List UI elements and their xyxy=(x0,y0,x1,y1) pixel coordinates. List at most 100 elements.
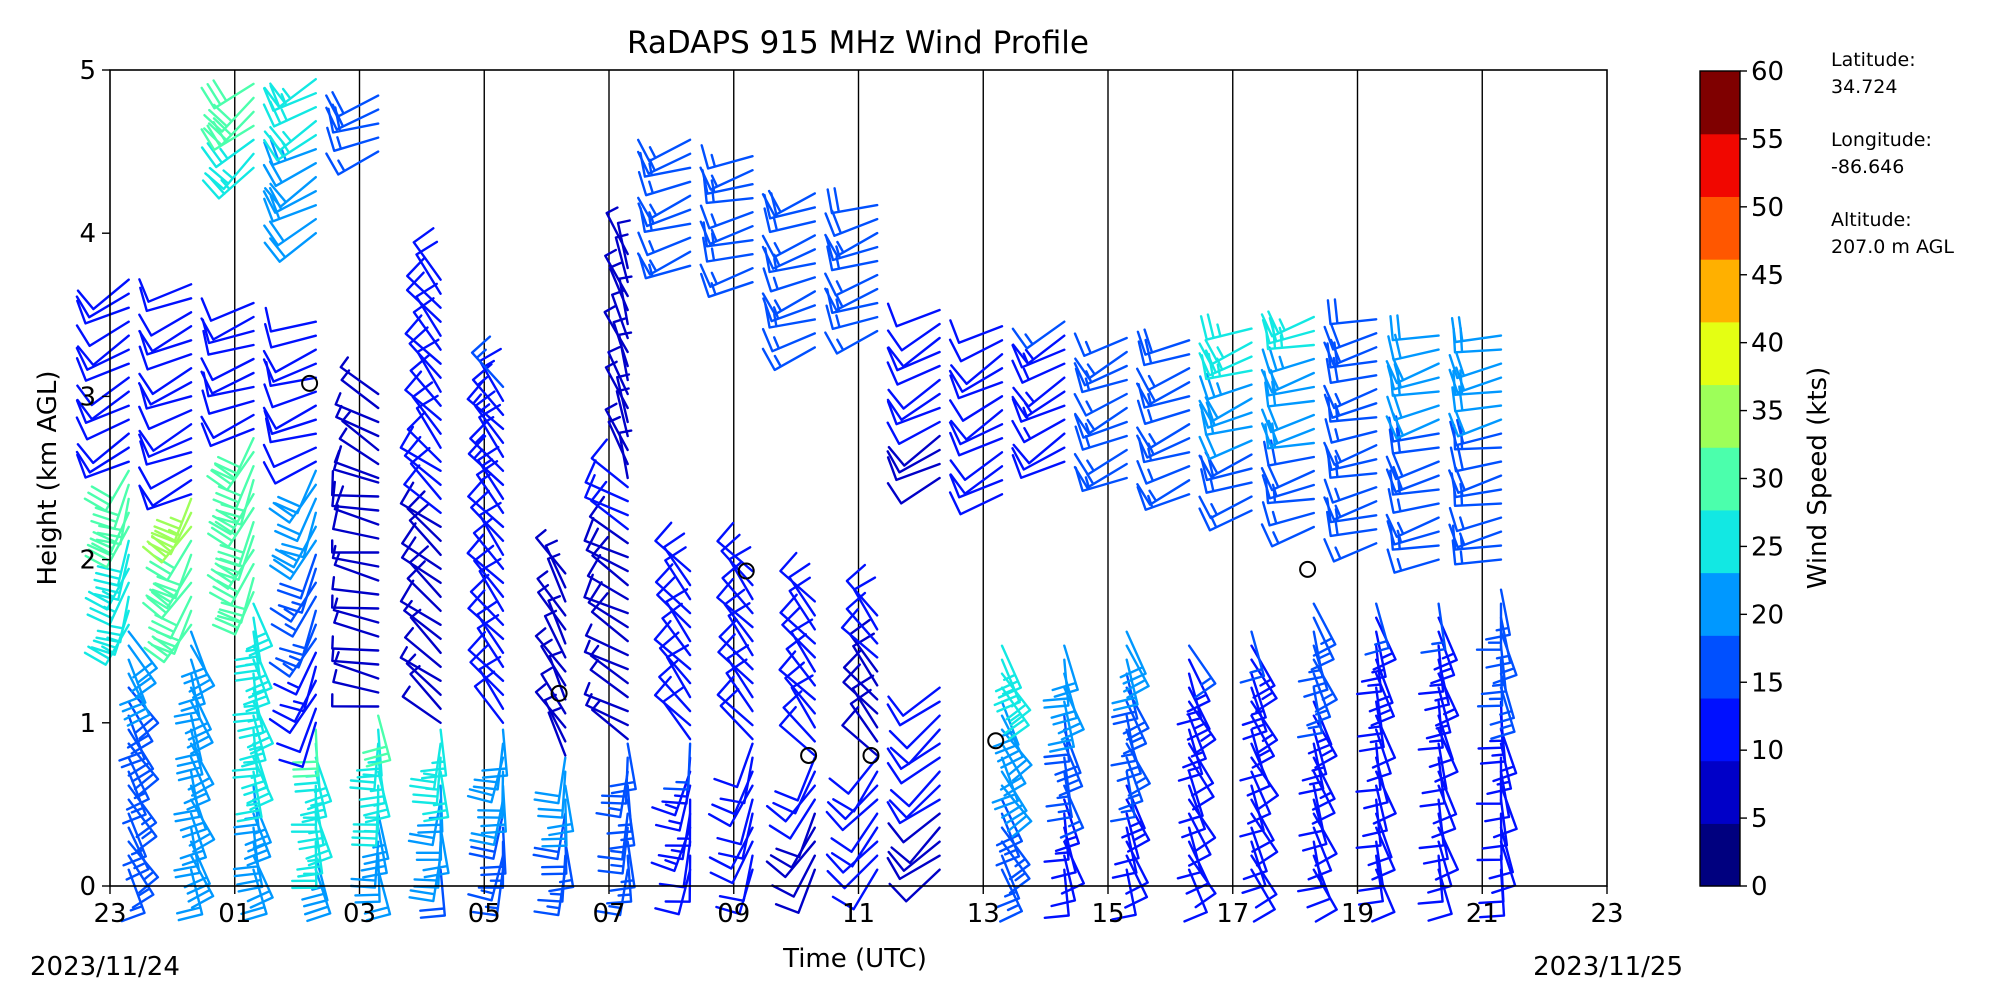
wind-barb xyxy=(332,597,380,624)
wind-barb xyxy=(774,756,816,802)
wind-barb xyxy=(274,469,317,515)
wind-barb xyxy=(584,474,629,517)
wind-barb xyxy=(399,646,442,682)
wind-barb xyxy=(1011,418,1066,444)
wind-barb xyxy=(145,539,193,582)
wind-barb xyxy=(637,231,692,257)
wind-barb xyxy=(725,658,754,713)
wind-barb xyxy=(585,527,629,573)
wind-barb xyxy=(1260,310,1315,338)
wind-barb xyxy=(699,204,754,230)
wind-barb xyxy=(1448,506,1503,533)
colorbar-tick-label: 30 xyxy=(1751,465,1784,495)
wind-barb xyxy=(263,134,317,162)
wind-barb xyxy=(1386,548,1440,574)
wind-barb xyxy=(338,427,380,466)
wind-barb xyxy=(1000,728,1033,782)
wind-barb xyxy=(534,627,567,673)
wind-barb xyxy=(331,693,380,708)
wind-barb xyxy=(470,335,505,388)
wind-barb xyxy=(700,144,754,170)
wind-barb xyxy=(138,381,193,406)
altitude-label: Altitude: xyxy=(1831,209,1912,231)
colorbar-swatch xyxy=(1700,384,1740,448)
wind-barb xyxy=(699,220,754,246)
wind-barb xyxy=(771,854,816,898)
wind-barb xyxy=(826,784,879,821)
y-tick-label: 0 xyxy=(79,872,96,902)
wind-barb xyxy=(583,639,629,671)
wind-barb xyxy=(1111,658,1139,712)
wind-barb xyxy=(1118,756,1144,811)
wind-barb xyxy=(1485,616,1512,669)
wind-barb xyxy=(584,459,629,503)
wind-barb xyxy=(590,480,629,531)
wind-barb xyxy=(204,152,255,191)
wind-barb xyxy=(399,579,442,626)
x-tick-label: 05 xyxy=(468,899,501,929)
wind-barb xyxy=(269,581,317,623)
wind-barb xyxy=(262,460,317,485)
wind-barb xyxy=(300,770,328,824)
wind-barb xyxy=(1011,320,1066,350)
colorbar-tick-label: 40 xyxy=(1751,329,1784,359)
x-tick-label: 09 xyxy=(717,899,750,929)
wind-barb xyxy=(1136,328,1191,356)
colorbar-swatch xyxy=(1700,635,1740,699)
wind-barb xyxy=(716,521,754,573)
wind-barb xyxy=(950,353,1004,385)
wind-barb xyxy=(90,483,130,530)
wind-barb xyxy=(138,325,193,353)
wind-barb xyxy=(886,700,941,727)
wind-barb xyxy=(305,812,333,867)
wind-barb xyxy=(779,551,816,603)
wind-barb xyxy=(209,563,255,606)
x-axis: 23 01 03 05 07 09 11 13 15 17 19 21 23 xyxy=(93,886,1624,929)
wind-barb xyxy=(150,609,193,655)
x-tick-label: 07 xyxy=(592,899,625,929)
wind-barb xyxy=(1451,539,1503,566)
wind-barb xyxy=(207,507,255,548)
wind-barb xyxy=(263,383,317,409)
wind-barb xyxy=(301,854,329,908)
wind-barb xyxy=(1448,523,1503,549)
wind-barb xyxy=(1250,714,1275,769)
wind-barb xyxy=(1000,686,1030,741)
wind-barb xyxy=(1310,616,1335,671)
wind-barb xyxy=(995,812,1021,867)
wind-barb xyxy=(290,784,318,833)
wind-barb xyxy=(127,630,158,684)
wind-barbs xyxy=(75,78,1518,923)
wind-barb xyxy=(274,497,317,543)
wind-barb xyxy=(1051,644,1079,698)
wind-barb xyxy=(1324,418,1378,444)
wind-barb xyxy=(331,635,380,652)
wind-barb xyxy=(142,581,193,620)
wind-barb xyxy=(888,784,941,819)
wind-barb xyxy=(200,138,255,169)
wind-barb xyxy=(362,714,392,768)
wind-barb xyxy=(263,78,317,109)
wind-barb xyxy=(263,218,317,247)
wind-barb xyxy=(1356,644,1383,696)
wind-barb xyxy=(272,679,317,723)
wind-barb xyxy=(1250,854,1278,909)
wind-barb xyxy=(326,126,380,152)
wind-barb xyxy=(138,465,193,490)
wind-barb xyxy=(479,826,507,877)
wind-barb xyxy=(354,854,381,904)
wind-barb xyxy=(1123,644,1150,699)
wind-barb xyxy=(93,539,130,587)
wind-barb xyxy=(183,756,211,811)
wind-barb xyxy=(663,742,692,791)
wind-barb xyxy=(1186,658,1211,713)
wind-barb xyxy=(363,868,392,922)
x-tick-label: 23 xyxy=(93,899,126,929)
wind-barb xyxy=(699,263,754,288)
wind-barb xyxy=(86,511,130,556)
wind-barb xyxy=(244,798,272,853)
wind-barb xyxy=(761,189,816,217)
wind-barb xyxy=(411,756,442,805)
wind-barb xyxy=(138,479,193,507)
wind-barb xyxy=(887,686,941,717)
